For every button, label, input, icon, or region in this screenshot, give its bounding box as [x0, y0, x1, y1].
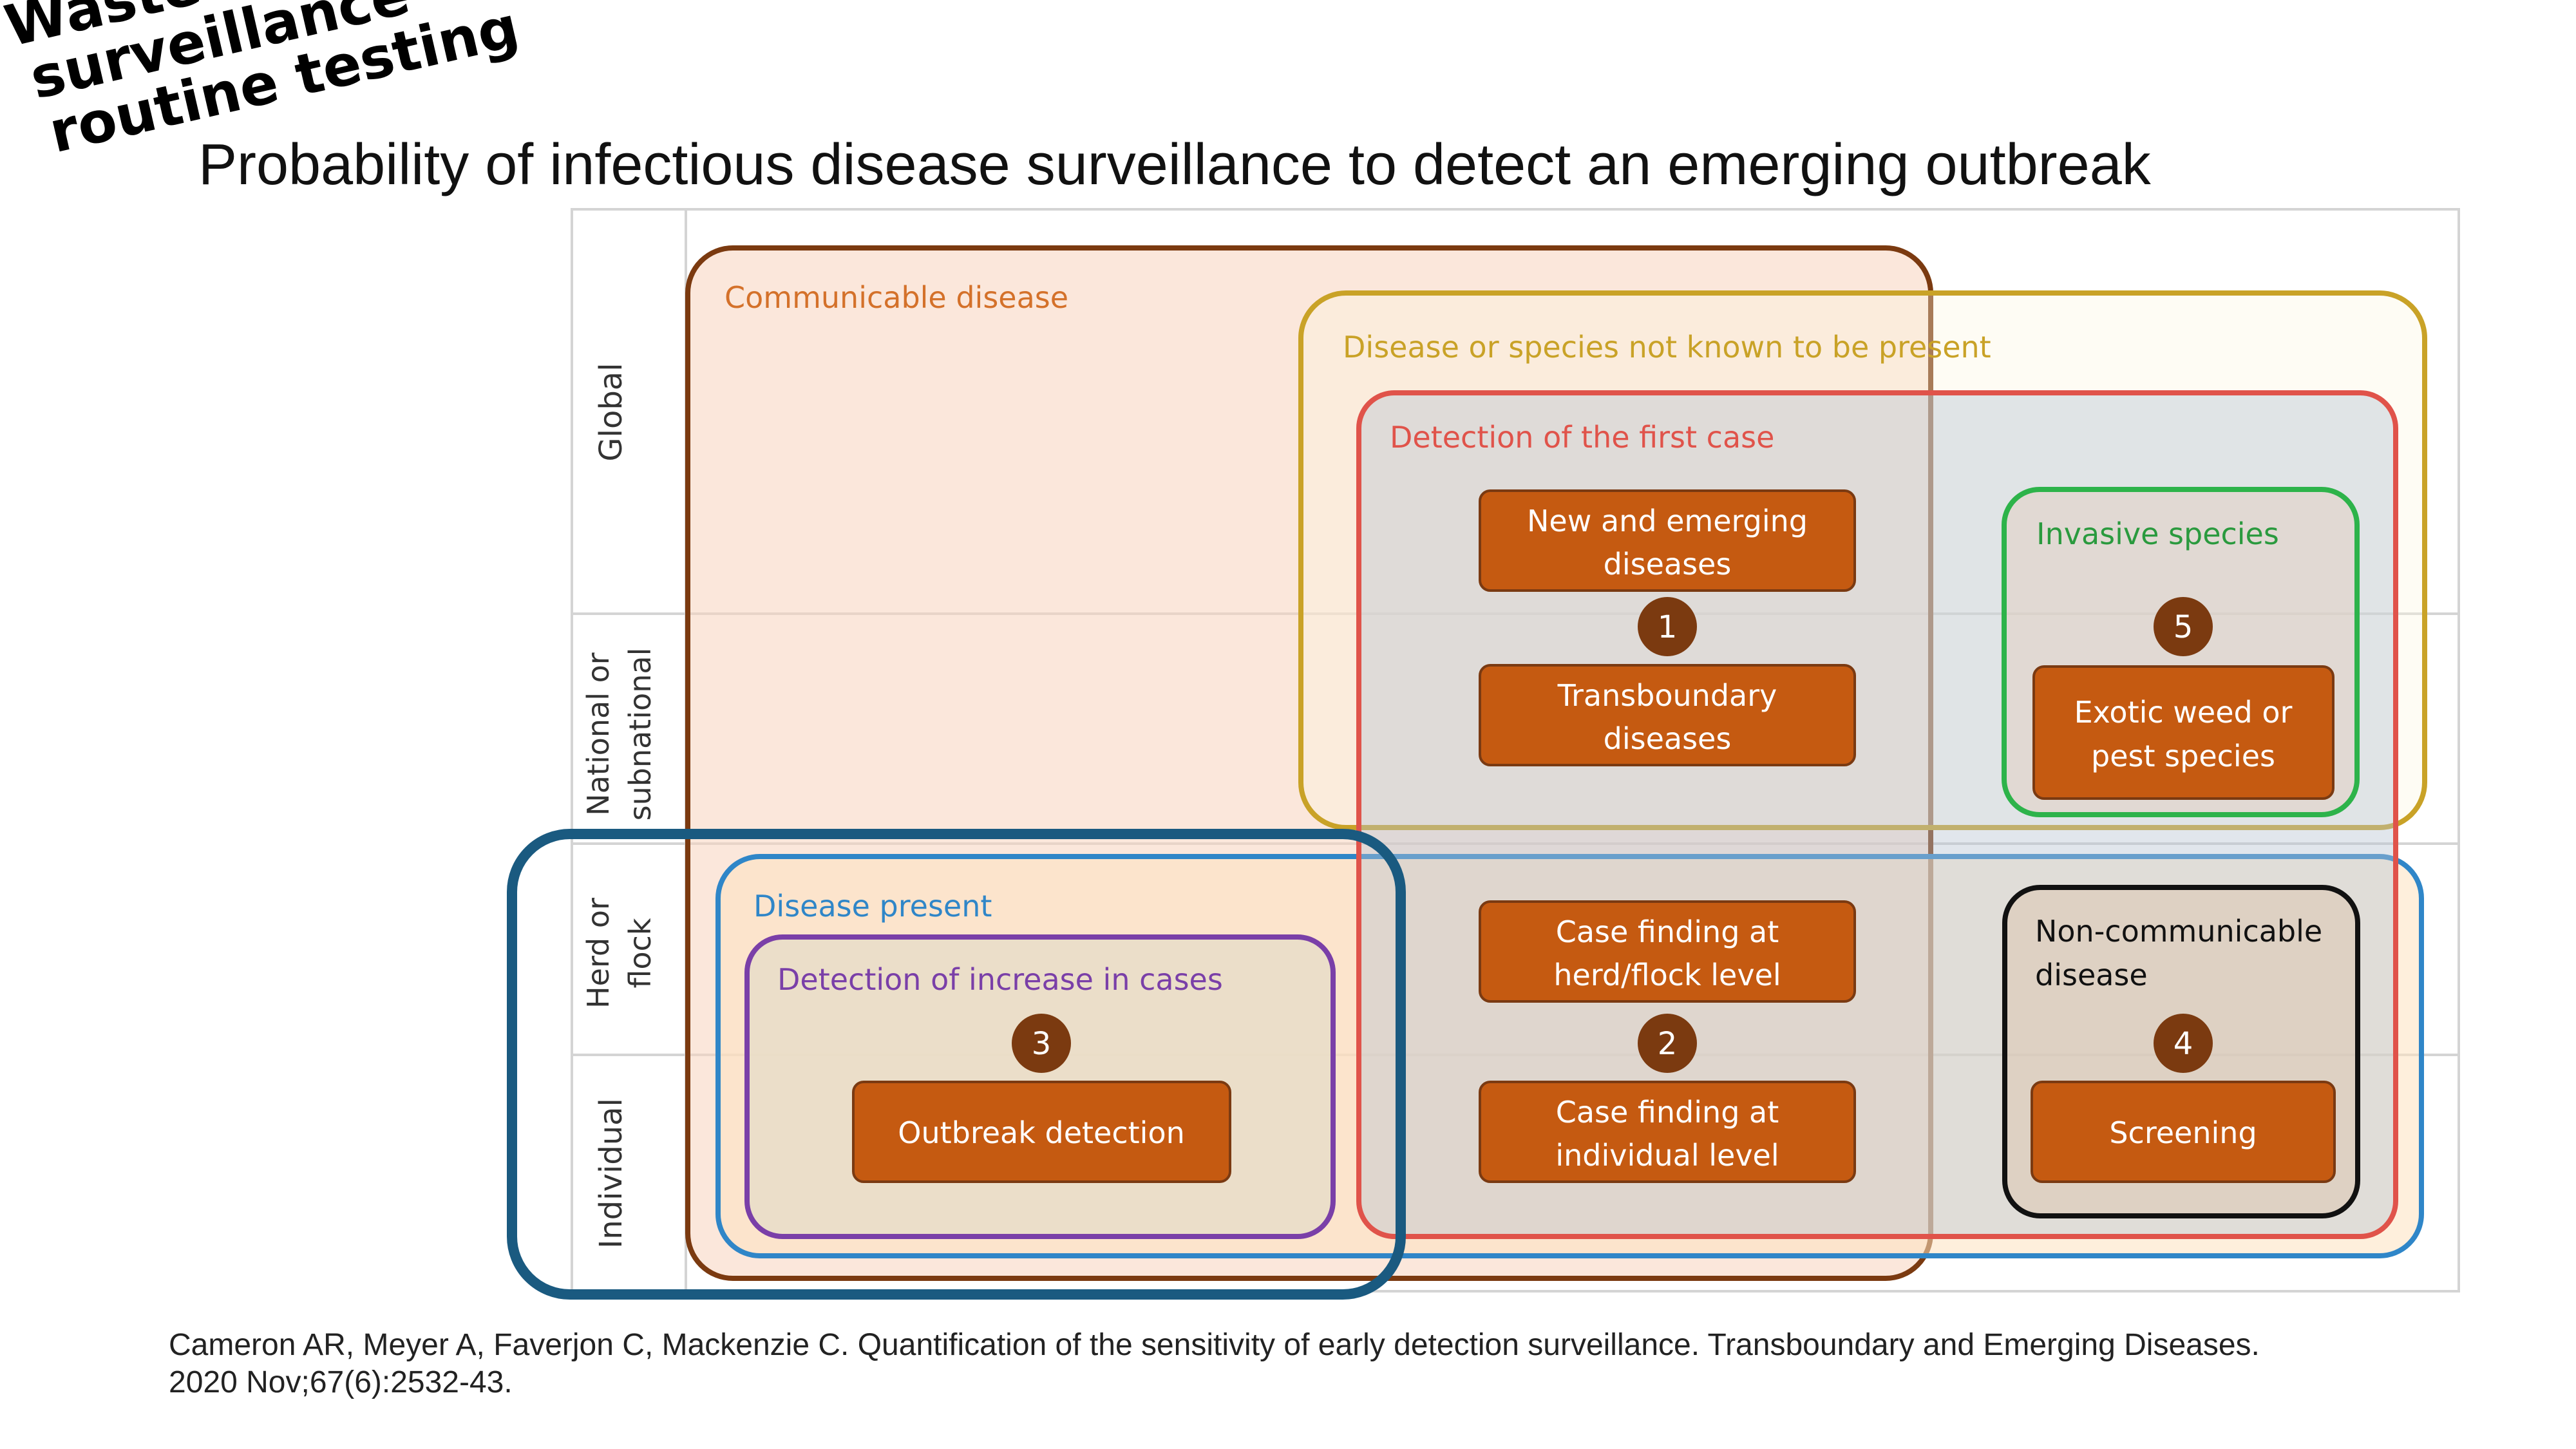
- box-case-finding-herd: Case finding at herd/flock level: [1479, 900, 1856, 1003]
- region-label-noncommunicable-line2: disease: [2035, 958, 2148, 992]
- box-case-finding-herd-line1: Case finding at: [1556, 914, 1779, 949]
- badge-2-label: 2: [1658, 1026, 1678, 1062]
- row-label-herd-line2: flock: [623, 918, 658, 988]
- box-outbreak-detection: Outbreak detection: [852, 1081, 1231, 1183]
- box-case-finding-individual-line2: individual level: [1555, 1138, 1779, 1173]
- box-case-finding-individual: Case finding at individual level: [1479, 1081, 1856, 1183]
- badge-5: 5: [2154, 597, 2213, 656]
- badge-5-label: 5: [2174, 609, 2193, 645]
- box-screening-label: Screening: [2109, 1115, 2257, 1150]
- box-new-emerging-line2: diseases: [1604, 547, 1732, 582]
- row-label-global: Global: [593, 363, 629, 461]
- row-label-herd-line1: Herd or: [581, 898, 616, 1009]
- box-transboundary-line2: diseases: [1604, 721, 1732, 756]
- region-label-not-known: Disease or species not known to be prese…: [1343, 330, 1991, 365]
- box-case-finding-individual-line1: Case finding at: [1556, 1095, 1779, 1130]
- badge-3-label: 3: [1032, 1026, 1052, 1062]
- row-label-national-line2: subnational: [623, 648, 658, 821]
- badge-4: 4: [2154, 1014, 2213, 1073]
- box-exotic-weed-line2: pest species: [2091, 739, 2275, 773]
- region-label-invasive: Invasive species: [2036, 516, 2279, 551]
- region-label-increase: Detection of increase in cases: [777, 962, 1223, 997]
- badge-2: 2: [1638, 1014, 1697, 1073]
- box-case-finding-herd-line2: herd/flock level: [1553, 958, 1781, 992]
- badge-4-label: 4: [2174, 1026, 2193, 1062]
- citation-line2: 2020 Nov;67(6):2532-43.: [169, 1365, 513, 1399]
- badge-3: 3: [1012, 1014, 1071, 1073]
- box-screening: Screening: [2031, 1081, 2336, 1183]
- box-transboundary: Transboundary diseases: [1479, 664, 1856, 766]
- row-label-individual: Individual: [593, 1098, 629, 1249]
- row-label-national-line1: National or: [581, 652, 616, 815]
- badge-1: 1: [1638, 597, 1697, 656]
- box-new-emerging: New and emerging diseases: [1479, 489, 1856, 592]
- box-exotic-weed-line1: Exotic weed or: [2074, 695, 2293, 730]
- badge-1-label: 1: [1658, 609, 1678, 645]
- citation-line1: Cameron AR, Meyer A, Faverjon C, Mackenz…: [169, 1328, 2260, 1362]
- region-label-first-case: Detection of the first case: [1390, 420, 1774, 455]
- citation: Cameron AR, Meyer A, Faverjon C, Mackenz…: [169, 1327, 2260, 1401]
- box-outbreak-detection-label: Outbreak detection: [898, 1115, 1185, 1150]
- region-label-disease-present: Disease present: [753, 889, 992, 923]
- box-new-emerging-line1: New and emerging: [1527, 504, 1808, 538]
- region-label-communicable: Communicable disease: [724, 280, 1068, 315]
- box-exotic-weed: Exotic weed or pest species: [2032, 665, 2334, 800]
- box-transboundary-line1: Transboundary: [1557, 678, 1777, 713]
- page-title: Probability of infectious disease survei…: [198, 133, 2151, 197]
- region-label-noncommunicable-line1: Non-communicable: [2035, 914, 2322, 949]
- wastewater-highlight-frame: [507, 829, 1406, 1300]
